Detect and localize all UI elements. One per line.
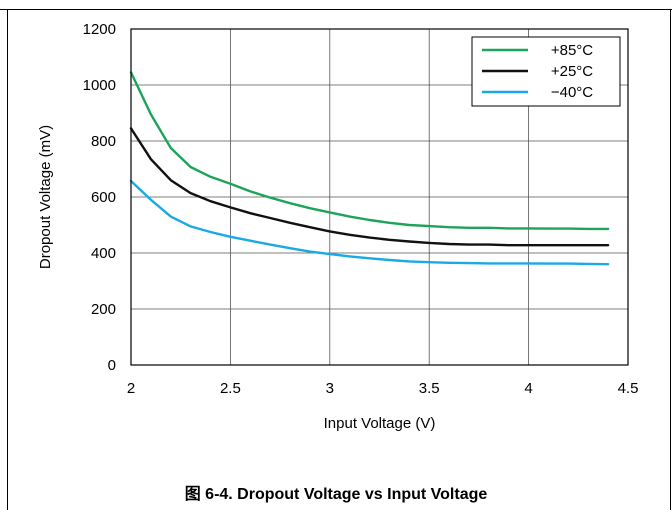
y-tick-label: 400 bbox=[91, 245, 116, 262]
legend: +85°C +25°C −40°C bbox=[471, 36, 621, 107]
y-axis-label: Dropout Voltage (mV) bbox=[37, 125, 54, 269]
x-tick-label: 2 bbox=[127, 380, 135, 397]
y-tick-label: 600 bbox=[91, 189, 116, 206]
figure-caption: 图 6-4. Dropout Voltage vs Input Voltage bbox=[184, 486, 488, 503]
y-tick-label: 1200 bbox=[83, 21, 116, 38]
x-tick-label: 3.5 bbox=[419, 380, 440, 397]
y-tick-label: 0 bbox=[108, 357, 116, 374]
y-tick-label: 200 bbox=[91, 301, 116, 318]
x-tick-label: 2.5 bbox=[220, 380, 241, 397]
series-line bbox=[129, 71, 610, 231]
series-line bbox=[129, 127, 610, 247]
y-tick-label: 800 bbox=[91, 133, 116, 150]
series-line bbox=[129, 179, 610, 266]
legend-label: +85°C bbox=[551, 42, 593, 59]
tick-labels: 2 2.5 3 3.5 4 4.5 0 200 400 600 800 1000 1200 bbox=[83, 21, 639, 397]
series-lines bbox=[129, 71, 610, 266]
plot-area-border bbox=[130, 28, 629, 366]
y-tick-label: 1000 bbox=[83, 77, 116, 94]
x-tick-label: 4 bbox=[524, 380, 532, 397]
x-tick-label: 4.5 bbox=[618, 380, 639, 397]
x-tick-label: 3 bbox=[326, 380, 334, 397]
legend-label: +25°C bbox=[551, 63, 593, 80]
frame-right-border bbox=[670, 9, 671, 510]
frame-top-border bbox=[0, 9, 672, 10]
legend-label: −40°C bbox=[551, 84, 593, 101]
legend-box bbox=[471, 36, 621, 107]
x-axis-label: Input Voltage (V) bbox=[324, 415, 436, 432]
frame-left-border bbox=[7, 9, 8, 510]
